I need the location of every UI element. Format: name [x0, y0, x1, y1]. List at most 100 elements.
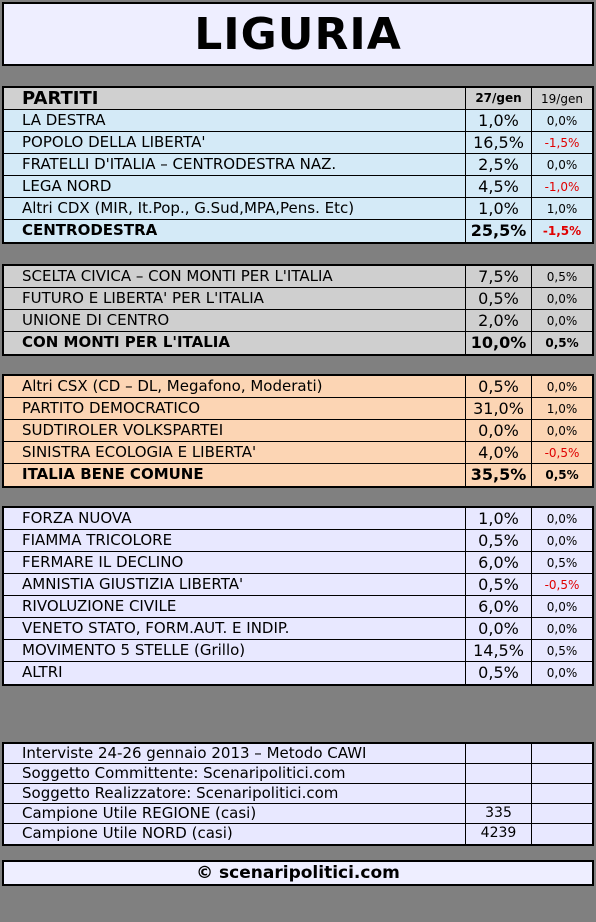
cell: 0,0% — [546, 114, 578, 128]
cell: PARTITO DEMOCRATICO — [4, 398, 466, 419]
cell: SCELTA CIVICA – CON MONTI PER L'ITALIA — [4, 266, 466, 287]
cell: 35,5% — [466, 464, 532, 486]
cell: 31,0% — [466, 398, 532, 419]
table-row: FORZA NUOVA 1,0% 0,0% — [4, 508, 592, 530]
cell: 1,0% — [466, 508, 532, 529]
cell: POPOLO DELLA LIBERTA' — [4, 132, 466, 153]
cell: Interviste 24-26 gennaio 2013 – Metodo C… — [4, 744, 466, 763]
cell: ITALIA BENE COMUNE — [4, 464, 466, 486]
cell: 0,5% — [546, 270, 578, 284]
footer: © scenaripolitici.com — [2, 860, 594, 886]
cell: 6,0% — [466, 596, 532, 617]
cell: CENTRODESTRA — [4, 220, 466, 242]
cell: -0,5% — [544, 578, 580, 592]
table-row: FUTURO E LIBERTA' PER L'ITALIA 0,5% 0,0% — [4, 288, 592, 310]
cell: 0,0% — [546, 534, 578, 548]
cell: 0,5% — [466, 574, 532, 595]
cell: 0,5% — [545, 468, 579, 482]
table-row: Altri CSX (CD – DL, Megafono, Moderati) 0… — [4, 376, 592, 398]
table-row: PARTITI 27/gen 19/gen — [4, 88, 592, 110]
cell: 1,0% — [546, 202, 578, 216]
table-section: PARTITI 27/gen 19/gen LA DESTRA 1,0% 0,0% POPO… — [2, 86, 594, 244]
table-row: Campione Utile NORD (casi) 4239 — [4, 824, 592, 844]
cell: 0,5% — [466, 288, 532, 309]
cell: 7,5% — [466, 266, 532, 287]
cell: Soggetto Committente: Scenaripolitici.co… — [4, 764, 466, 783]
cell: 0,0% — [546, 158, 578, 172]
cell: Altri CDX (MIR, It.Pop., G.Sud,MPA,Pens.… — [4, 198, 466, 219]
table-row: Soggetto Committente: Scenaripolitici.co… — [4, 764, 592, 784]
cell: CON MONTI PER L'ITALIA — [4, 332, 466, 354]
cell: SUDTIROLER VOLKSPARTEI — [4, 420, 466, 441]
table-row: UNIONE DI CENTRO 2,0% 0,0% — [4, 310, 592, 332]
cell: 19/gen — [541, 92, 583, 106]
cell: 2,0% — [466, 310, 532, 331]
cell — [532, 804, 592, 823]
cell: ALTRI — [4, 662, 466, 684]
cell: VENETO STATO, FORM.AUT. E INDIP. — [4, 618, 466, 639]
cell: 0,0% — [546, 314, 578, 328]
table-row: ITALIA BENE COMUNE 35,5% 0,5% — [4, 464, 592, 486]
table-row: FRATELLI D'ITALIA – CENTRODESTRA NAZ. 2,5… — [4, 154, 592, 176]
cell: 0,5% — [546, 556, 578, 570]
table-row: SUDTIROLER VOLKSPARTEI 0,0% 0,0% — [4, 420, 592, 442]
cell: FUTURO E LIBERTA' PER L'ITALIA — [4, 288, 466, 309]
table-row: SINISTRA ECOLOGIA E LIBERTA' 4,0% -0,5% — [4, 442, 592, 464]
cell: Altri CSX (CD – DL, Megafono, Moderati) — [4, 376, 466, 397]
cell — [532, 824, 592, 844]
cell: 0,5% — [546, 644, 578, 658]
cell: 0,0% — [546, 600, 578, 614]
table-row: Altri CDX (MIR, It.Pop., G.Sud,MPA,Pens.… — [4, 198, 592, 220]
table-row: ALTRI 0,5% 0,0% — [4, 662, 592, 684]
table-row: POPOLO DELLA LIBERTA' 16,5% -1,5% — [4, 132, 592, 154]
cell: 1,0% — [466, 198, 532, 219]
cell: Campione Utile REGIONE (casi) — [4, 804, 466, 823]
cell: MOVIMENTO 5 STELLE (Grillo) — [4, 640, 466, 661]
cell: LA DESTRA — [4, 110, 466, 131]
table-row: MOVIMENTO 5 STELLE (Grillo) 14,5% 0,5% — [4, 640, 592, 662]
cell: 0,0% — [546, 380, 578, 394]
cell — [532, 764, 592, 783]
cell: 0,0% — [546, 666, 578, 680]
cell: -1,0% — [544, 180, 580, 194]
cell: PARTITI — [4, 88, 466, 109]
table-row: Campione Utile REGIONE (casi) 335 — [4, 804, 592, 824]
table-row: SCELTA CIVICA – CON MONTI PER L'ITALIA 7,… — [4, 266, 592, 288]
table-row: VENETO STATO, FORM.AUT. E INDIP. 0,0% 0,0% — [4, 618, 592, 640]
cell: 0,0% — [546, 424, 578, 438]
cell: 27/gen — [466, 88, 532, 109]
cell — [532, 784, 592, 803]
cell: 0,5% — [466, 376, 532, 397]
table-section: Altri CSX (CD – DL, Megafono, Moderati) 0… — [2, 374, 594, 488]
cell: 0,0% — [546, 512, 578, 526]
cell: FRATELLI D'ITALIA – CENTRODESTRA NAZ. — [4, 154, 466, 175]
cell: UNIONE DI CENTRO — [4, 310, 466, 331]
cell: 0,0% — [466, 420, 532, 441]
cell: 25,5% — [466, 220, 532, 242]
cell: 4,0% — [466, 442, 532, 463]
cell: 1,0% — [466, 110, 532, 131]
cell: 1,0% — [546, 402, 578, 416]
cell: Soggetto Realizzatore: Scenaripolitici.c… — [4, 784, 466, 803]
table-row: Soggetto Realizzatore: Scenaripolitici.c… — [4, 784, 592, 804]
cell: FIAMMA TRICOLORE — [4, 530, 466, 551]
cell: 4239 — [466, 824, 532, 844]
cell: 16,5% — [466, 132, 532, 153]
table-row: CON MONTI PER L'ITALIA 10,0% 0,5% — [4, 332, 592, 354]
table-row: FERMARE IL DECLINO 6,0% 0,5% — [4, 552, 592, 574]
title: LIGURIA — [2, 2, 594, 66]
table-section: FORZA NUOVA 1,0% 0,0% FIAMMA TRICOLORE 0,5% 0… — [2, 506, 594, 686]
cell: AMNISTIA GIUSTIZIA LIBERTA' — [4, 574, 466, 595]
table-section: SCELTA CIVICA – CON MONTI PER L'ITALIA 7,… — [2, 264, 594, 356]
cell: 0,5% — [545, 336, 579, 350]
table-row: CENTRODESTRA 25,5% -1,5% — [4, 220, 592, 242]
table-row: LA DESTRA 1,0% 0,0% — [4, 110, 592, 132]
table-row: RIVOLUZIONE CIVILE 6,0% 0,0% — [4, 596, 592, 618]
cell: 0,0% — [466, 618, 532, 639]
table-row: Interviste 24-26 gennaio 2013 – Metodo C… — [4, 744, 592, 764]
cell: 0,5% — [466, 530, 532, 551]
cell: LEGA NORD — [4, 176, 466, 197]
cell: RIVOLUZIONE CIVILE — [4, 596, 466, 617]
cell: -0,5% — [544, 446, 580, 460]
